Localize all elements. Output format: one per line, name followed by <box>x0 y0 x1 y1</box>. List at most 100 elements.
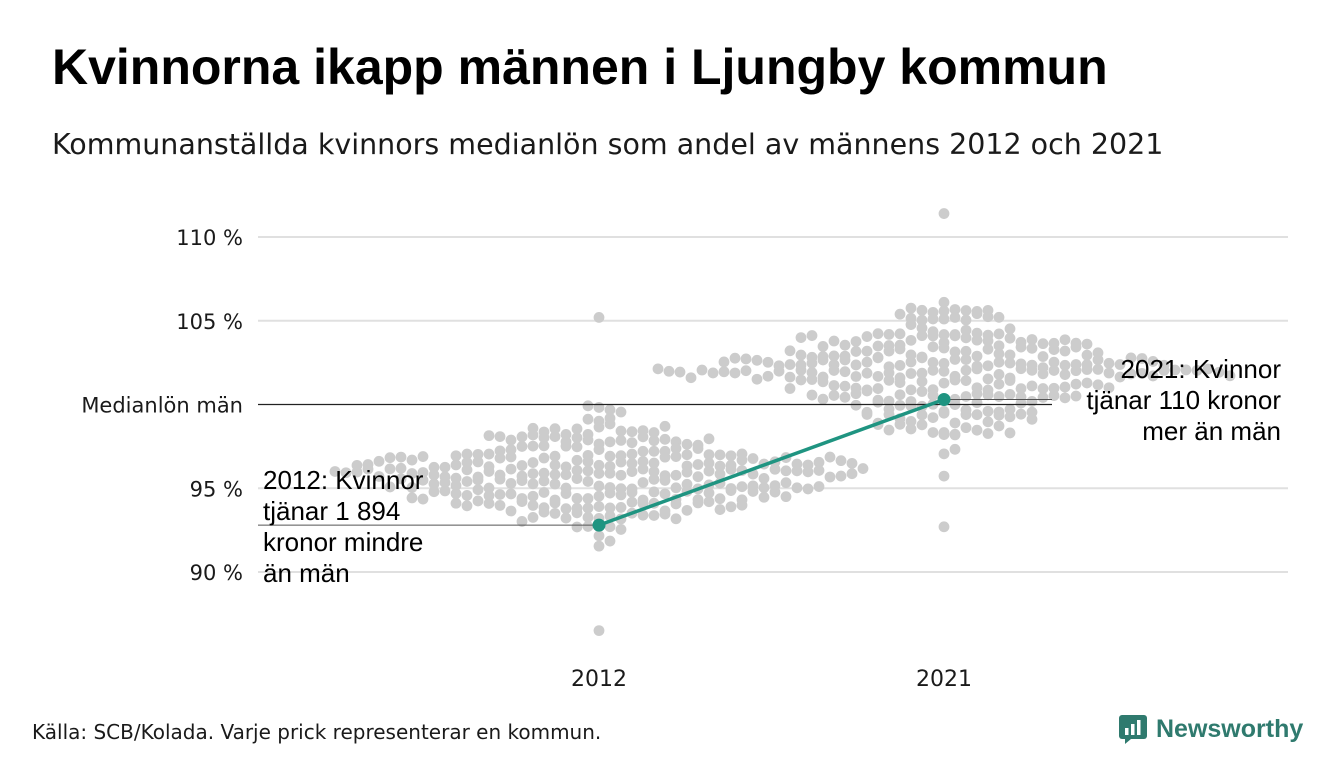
municipality-dot <box>351 466 363 478</box>
municipality-dot <box>527 490 539 502</box>
municipality-dot <box>949 330 961 342</box>
municipality-dot <box>784 371 796 383</box>
municipality-dot <box>1037 338 1049 350</box>
municipality-dot <box>692 471 704 483</box>
municipality-dot <box>571 454 583 466</box>
municipality-dot <box>604 467 616 479</box>
municipality-dot <box>1026 380 1038 392</box>
municipality-dot <box>993 391 1005 402</box>
municipality-dot <box>395 462 407 474</box>
municipality-dot <box>1048 365 1060 376</box>
municipality-dot <box>1004 411 1016 423</box>
municipality-dot <box>971 397 983 409</box>
municipality-dot <box>916 322 928 334</box>
municipality-dot <box>916 376 928 387</box>
municipality-dot <box>1048 356 1060 368</box>
municipality-dot <box>439 461 451 473</box>
municipality-dot <box>960 364 972 376</box>
municipality-dot <box>384 463 396 475</box>
municipality-dot <box>714 468 726 480</box>
municipality-dot <box>740 353 752 365</box>
municipality-dot <box>960 345 972 357</box>
municipality-dot <box>817 354 829 366</box>
municipality-dot <box>582 476 594 487</box>
municipality-dot <box>604 418 616 430</box>
municipality-dot <box>714 460 726 472</box>
municipality-dot <box>971 424 983 436</box>
municipality-dot <box>571 473 583 484</box>
municipality-dot <box>670 451 682 462</box>
municipality-dot <box>527 512 539 523</box>
municipality-dot <box>949 429 961 441</box>
municipality-dot <box>527 499 539 511</box>
municipality-dot <box>960 324 972 336</box>
municipality-dot <box>905 400 917 412</box>
municipality-dot <box>872 370 884 382</box>
municipality-dot <box>593 540 605 552</box>
municipality-dot <box>483 466 495 477</box>
municipality-dot <box>938 305 950 317</box>
municipality-dot <box>1026 342 1038 354</box>
municipality-dot <box>582 400 594 412</box>
municipality-dot <box>736 499 748 511</box>
municipality-dot <box>971 308 983 320</box>
municipality-dot <box>1004 323 1016 335</box>
municipality-dot <box>718 356 730 368</box>
municipality-dot <box>703 496 715 508</box>
chart-subtitle: Kommunanställda kvinnors medianlön som a… <box>52 128 1164 161</box>
municipality-dot <box>696 364 708 376</box>
municipality-dot <box>483 490 495 502</box>
municipality-dot <box>604 502 616 514</box>
municipality-dot <box>648 457 660 469</box>
municipality-dot <box>762 356 774 368</box>
municipality-dot <box>685 372 697 384</box>
municipality-dot <box>571 432 583 444</box>
municipality-dot <box>571 507 583 519</box>
municipality-dot <box>527 429 539 441</box>
municipality-dot <box>571 521 583 533</box>
municipality-dot <box>549 450 561 462</box>
municipality-dot <box>817 393 829 405</box>
municipality-dot <box>472 484 484 496</box>
municipality-dot <box>593 480 605 492</box>
municipality-dot <box>1158 364 1170 376</box>
municipality-dot <box>538 452 550 464</box>
municipality-dot <box>582 434 594 446</box>
municipality-dot <box>916 367 928 379</box>
municipality-dot <box>762 370 774 382</box>
municipality-dot <box>582 465 594 477</box>
municipality-dot <box>960 314 972 326</box>
brand-logo[interactable]: Newsworthy <box>1118 714 1303 744</box>
municipality-dot <box>872 328 884 340</box>
municipality-dot <box>916 314 928 326</box>
municipality-dot <box>681 504 693 516</box>
y-tick-label: 95 % <box>190 477 243 501</box>
municipality-dot <box>949 346 961 358</box>
municipality-dot <box>736 481 748 493</box>
municipality-dot <box>1092 379 1104 391</box>
municipality-dot <box>494 499 506 511</box>
municipality-dot <box>538 467 550 479</box>
municipality-dot <box>905 423 917 435</box>
municipality-dot <box>1026 364 1038 376</box>
municipality-dot <box>927 330 939 342</box>
municipality-dot <box>560 512 572 524</box>
municipality-dot <box>927 389 939 401</box>
municipality-dot <box>450 480 462 491</box>
municipality-dot <box>1059 345 1071 357</box>
municipality-dot <box>993 369 1005 380</box>
municipality-dot <box>971 363 983 375</box>
municipality-dot <box>1114 359 1126 370</box>
municipality-dot <box>927 341 939 353</box>
municipality-dot <box>670 482 682 494</box>
municipality-dot <box>905 368 917 379</box>
municipality-dot <box>505 463 517 475</box>
municipality-dot <box>861 367 873 379</box>
municipality-dot <box>1015 397 1027 409</box>
municipality-dot <box>817 340 829 352</box>
municipality-dot <box>824 451 836 463</box>
municipality-dot <box>791 465 803 477</box>
municipality-dot <box>850 346 862 357</box>
municipality-dot <box>560 440 572 452</box>
municipality-dot <box>1004 403 1016 415</box>
